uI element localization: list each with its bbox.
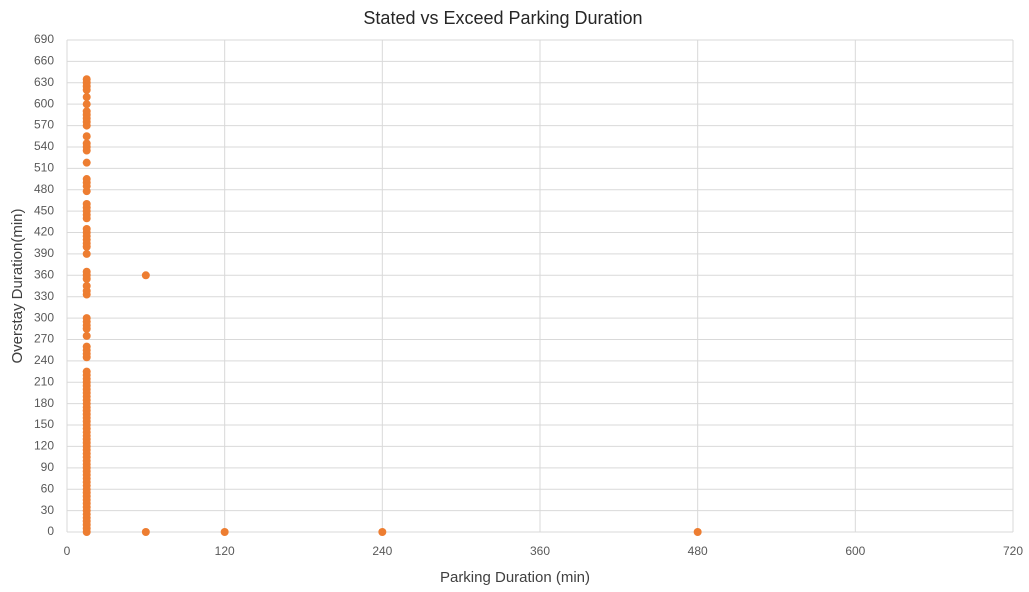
point [141,528,150,536]
y-tick-label: 0 [47,524,54,538]
x-tick-label: 240 [372,544,392,558]
point [82,331,91,340]
y-tick-label: 630 [34,75,54,89]
y-tick-label: 30 [41,503,55,517]
y-tick-label: 690 [34,32,54,46]
y-tick-label: 120 [34,439,54,453]
y-tick-label: 60 [41,481,55,495]
y-tick-label: 600 [34,96,54,110]
point [693,528,702,536]
y-tick-label: 570 [34,118,54,132]
y-tick-label: 180 [34,396,54,410]
point [82,249,91,258]
point [82,175,91,184]
y-tick-label: 240 [34,353,54,367]
point [82,342,91,351]
x-tick-label: 120 [215,544,235,558]
point [220,528,229,536]
point [82,158,91,167]
x-tick-label: 360 [530,544,550,558]
y-tick-label: 90 [41,460,55,474]
y-tick-label: 330 [34,289,54,303]
point [82,267,91,276]
chart-title: Stated vs Exceed Parking Duration [363,8,642,28]
point [82,282,91,290]
point [82,107,91,116]
y-axis-label: Overstay Duration(min) [9,208,26,363]
y-tick-label: 480 [34,182,54,196]
point [82,100,91,109]
y-tick-label: 360 [34,267,54,281]
x-tick-label: 600 [845,544,865,558]
point [82,224,91,233]
x-tick-label: 0 [64,544,71,558]
point [82,200,91,208]
x-tick-label: 480 [688,544,708,558]
point [82,132,91,141]
x-axis-label: Parking Duration (min) [440,569,590,586]
y-tick-label: 210 [34,374,54,388]
point [141,271,150,280]
y-tick-label: 390 [34,246,54,260]
point [82,75,91,84]
y-tick-label: 150 [34,417,54,431]
y-tick-label: 660 [34,54,54,68]
point [82,139,91,148]
y-tick-label: 300 [34,310,54,324]
y-tick-label: 270 [34,332,54,346]
y-tick-label: 540 [34,139,54,153]
y-tick-label: 420 [34,225,54,239]
x-tick-label: 720 [1003,544,1023,558]
point [82,367,91,376]
point [82,314,91,323]
point [378,528,387,536]
y-tick-label: 510 [34,161,54,175]
point [82,93,91,102]
y-tick-label: 450 [34,203,54,217]
